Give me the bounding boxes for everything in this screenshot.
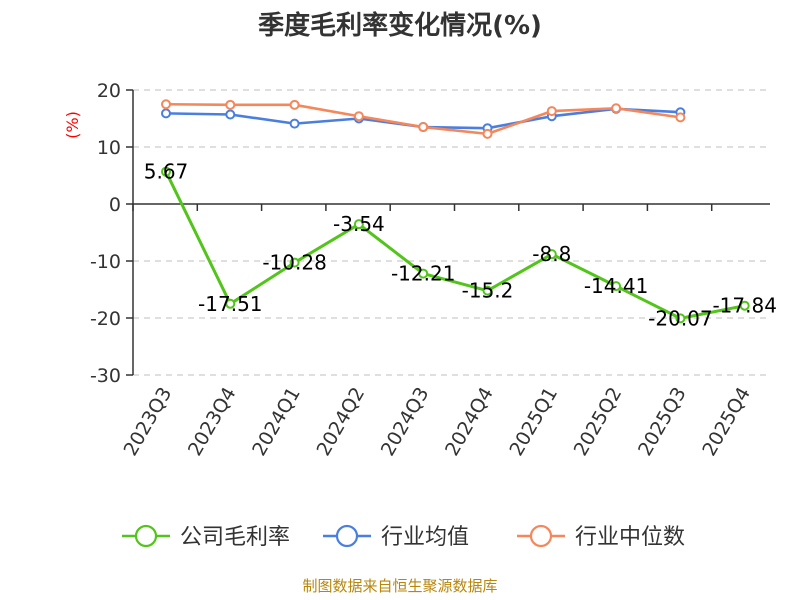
legend-item[interactable]: 公司毛利率 bbox=[122, 524, 290, 550]
data-point[interactable] bbox=[675, 112, 686, 123]
legend-marker bbox=[335, 524, 359, 548]
data-label: -10.28 bbox=[262, 251, 326, 275]
series-layer bbox=[161, 99, 750, 324]
data-point[interactable] bbox=[225, 298, 236, 309]
data-labels: 5.67 -17.51-10.28 -3.54 -12.21 -15.2 -8.8 -14.… bbox=[144, 160, 777, 331]
legend-label: 公司毛利率 bbox=[180, 525, 290, 550]
x-tick-label: 2024Q1 bbox=[248, 384, 305, 460]
legend-label: 行业中位数 bbox=[575, 525, 685, 550]
y-tick-label: 10 bbox=[97, 137, 121, 159]
y-tick-label: -20 bbox=[90, 308, 121, 330]
data-label: -8.8 bbox=[532, 242, 571, 266]
data-point[interactable] bbox=[289, 257, 300, 268]
data-point[interactable] bbox=[225, 109, 236, 120]
data-label: -17.84 bbox=[712, 294, 776, 318]
data-label: -20.07 bbox=[648, 306, 712, 330]
data-label: -17.51 bbox=[198, 292, 262, 316]
y-tick-label: -30 bbox=[90, 365, 121, 387]
chart-title: 季度毛利率变化情况(%) bbox=[258, 10, 542, 41]
x-tick-label: 2024Q2 bbox=[312, 384, 369, 460]
data-point[interactable] bbox=[739, 300, 750, 311]
data-point[interactable] bbox=[482, 285, 493, 296]
data-label: -14.41 bbox=[584, 274, 648, 298]
data-label: -15.2 bbox=[462, 279, 514, 303]
y-axis-label: (%) bbox=[63, 111, 82, 139]
data-point[interactable] bbox=[418, 268, 429, 279]
data-point[interactable] bbox=[482, 128, 493, 139]
data-label: -12.21 bbox=[391, 262, 455, 286]
legend[interactable]: 公司毛利率 行业均值 行业中位数 bbox=[122, 524, 685, 550]
x-tick-label: 2025Q2 bbox=[570, 384, 627, 460]
data-point[interactable] bbox=[546, 249, 557, 260]
data-point[interactable] bbox=[161, 99, 171, 110]
data-point[interactable] bbox=[418, 122, 429, 133]
legend-item[interactable]: 行业均值 bbox=[323, 524, 469, 550]
data-point[interactable] bbox=[546, 106, 557, 117]
data-label: -3.54 bbox=[333, 212, 385, 236]
legend-marker bbox=[134, 524, 158, 548]
y-tick-label: 20 bbox=[97, 80, 121, 102]
data-label: 5.67 bbox=[144, 160, 189, 184]
y-tick-label: -10 bbox=[90, 251, 121, 273]
x-tick-label: 2023Q3 bbox=[120, 384, 177, 460]
y-tick-label: 0 bbox=[109, 194, 121, 216]
data-point[interactable] bbox=[289, 99, 300, 110]
x-tick-label: 2025Q3 bbox=[634, 384, 691, 460]
data-point[interactable] bbox=[611, 281, 622, 292]
data-point[interactable] bbox=[161, 108, 171, 119]
data-point[interactable] bbox=[353, 111, 364, 122]
legend-marker bbox=[529, 524, 553, 548]
data-point[interactable] bbox=[225, 99, 236, 110]
source-note: 制图数据来自恒生聚源数据库 bbox=[302, 577, 497, 595]
x-tick-label: 2024Q3 bbox=[377, 384, 434, 460]
grid-lines bbox=[133, 89, 770, 376]
legend-label: 行业均值 bbox=[381, 525, 469, 550]
x-tick-labels: 2023Q3 2023Q4 2024Q1 2024Q2 2024Q3 2024Q4 2025… bbox=[120, 384, 755, 460]
x-tick-label: 2025Q1 bbox=[505, 384, 562, 460]
data-point[interactable] bbox=[353, 219, 364, 230]
data-point[interactable] bbox=[675, 313, 686, 324]
data-point[interactable] bbox=[289, 118, 300, 129]
y-tick-labels: 20 10 0 -10 -20 -30 bbox=[90, 80, 121, 387]
legend-item[interactable]: 行业中位数 bbox=[517, 524, 685, 550]
series-line bbox=[164, 171, 745, 320]
x-tick-label: 2023Q4 bbox=[184, 384, 241, 460]
x-tick-label: 2025Q4 bbox=[698, 384, 755, 460]
axes bbox=[126, 89, 770, 376]
data-point[interactable] bbox=[611, 103, 622, 114]
x-tick-label: 2024Q4 bbox=[441, 384, 498, 460]
data-point[interactable] bbox=[161, 166, 171, 177]
